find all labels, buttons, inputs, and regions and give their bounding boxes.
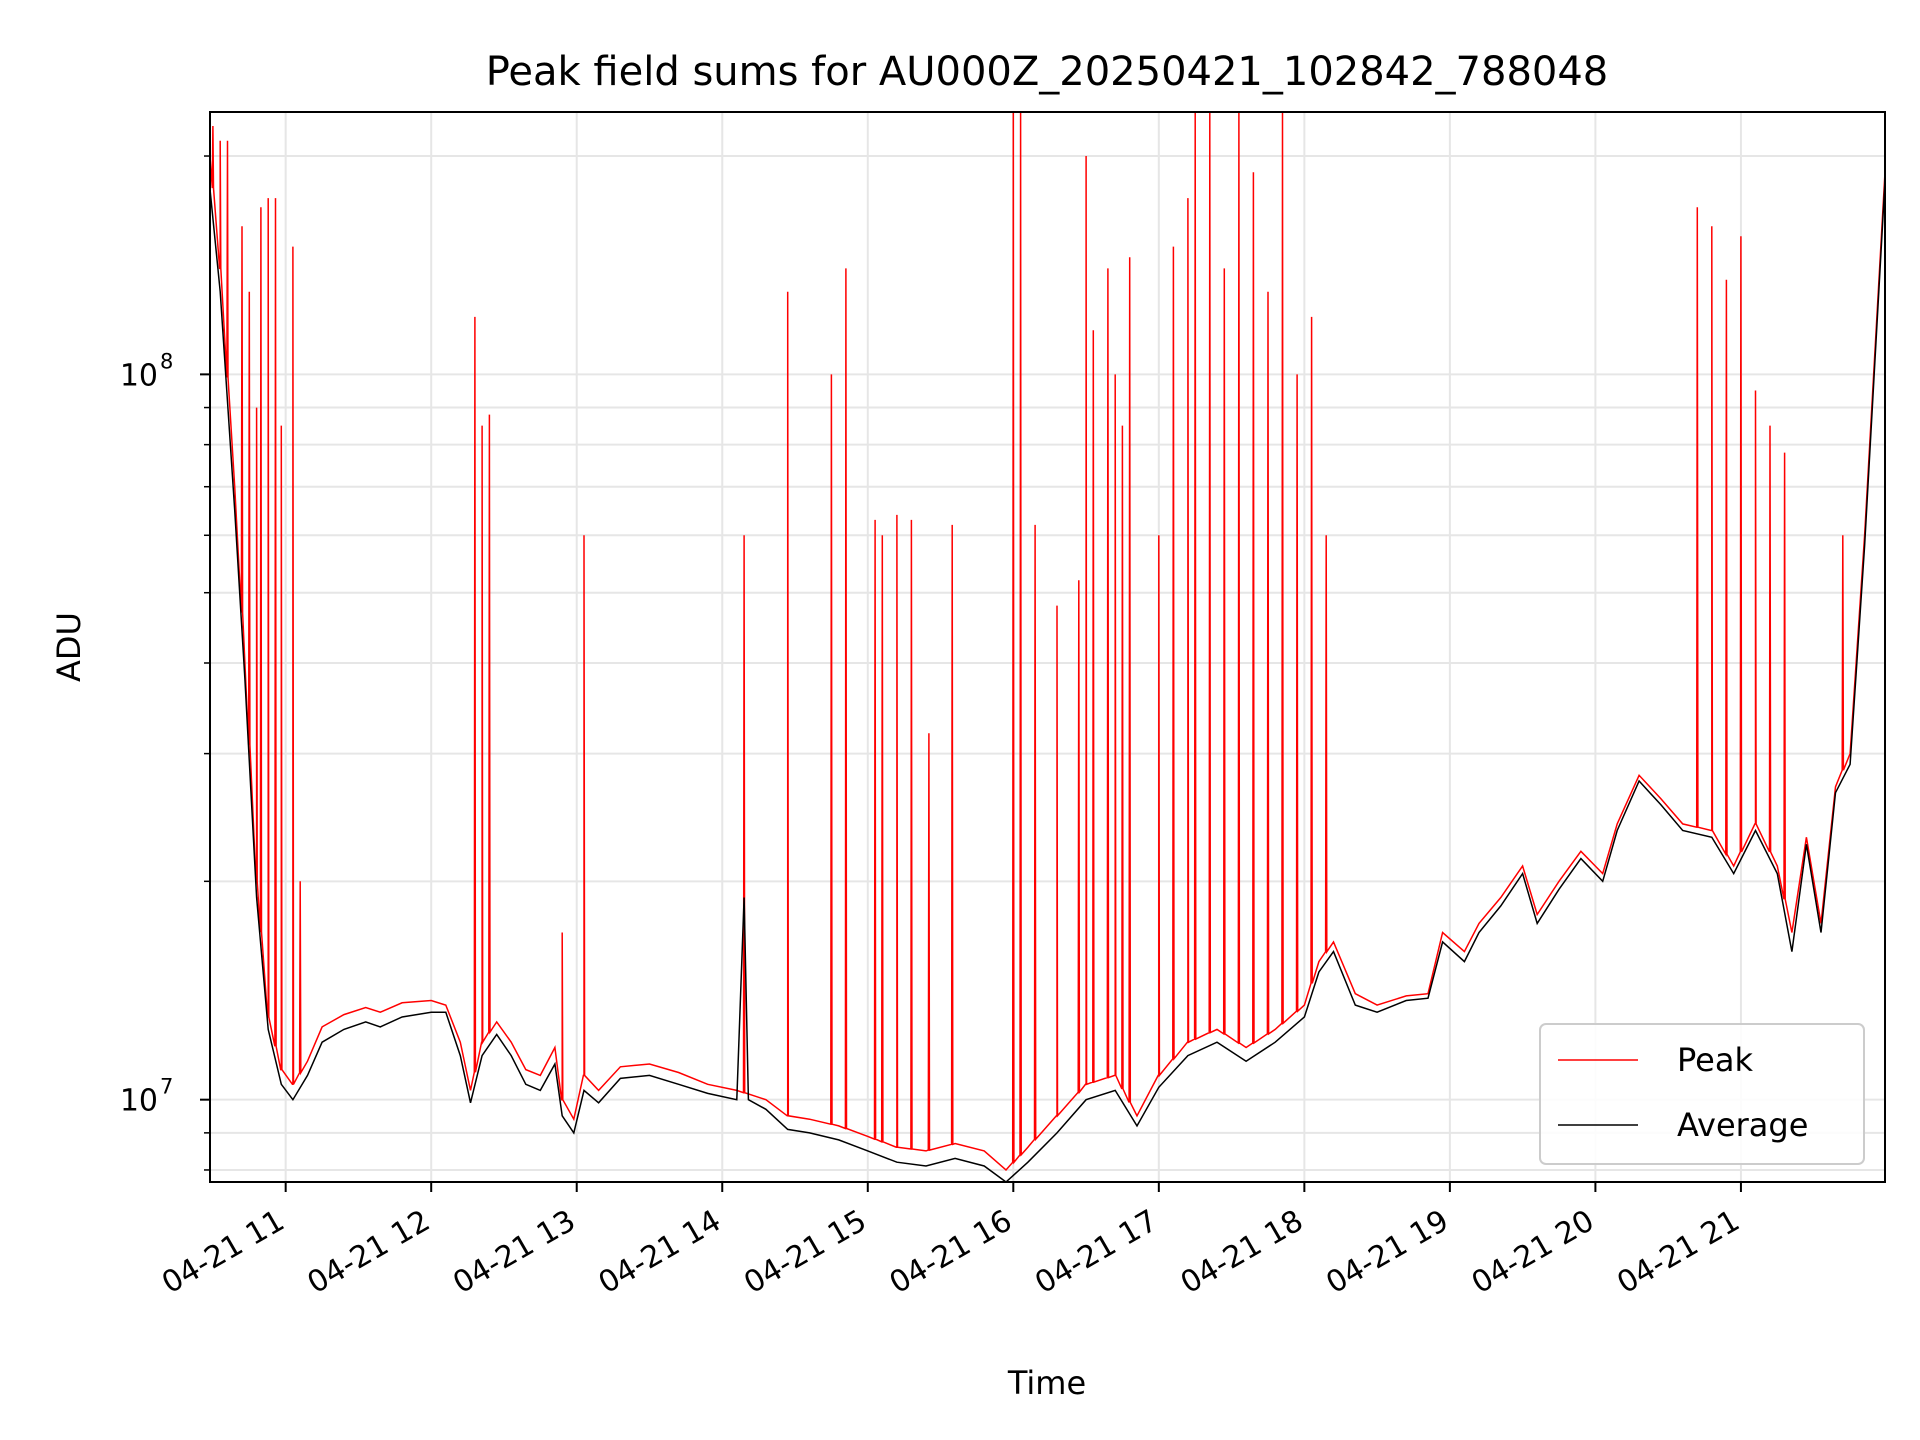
chart-title: Peak field sums for AU000Z_20250421_1028…	[486, 49, 1609, 95]
legend-label-average: Average	[1677, 1106, 1808, 1144]
series-average-line	[210, 180, 1885, 1182]
y-tick-label-exp-0: 7	[160, 1075, 173, 1099]
series-peak-line	[210, 112, 1885, 1172]
y-axis-label: ADU	[50, 612, 88, 682]
legend-box	[1539, 1023, 1865, 1165]
plot-frame	[209, 111, 1886, 1183]
y-tick-label-exp-1: 8	[160, 349, 173, 373]
y-tick-label-1: 10	[120, 358, 158, 393]
y-tick-label-0: 10	[120, 1084, 158, 1119]
x-axis-label: Time	[1007, 1364, 1086, 1402]
legend-label-peak: Peak	[1677, 1041, 1753, 1079]
legend: Peak Average	[1539, 1023, 1865, 1165]
plot-area	[210, 112, 1885, 1182]
